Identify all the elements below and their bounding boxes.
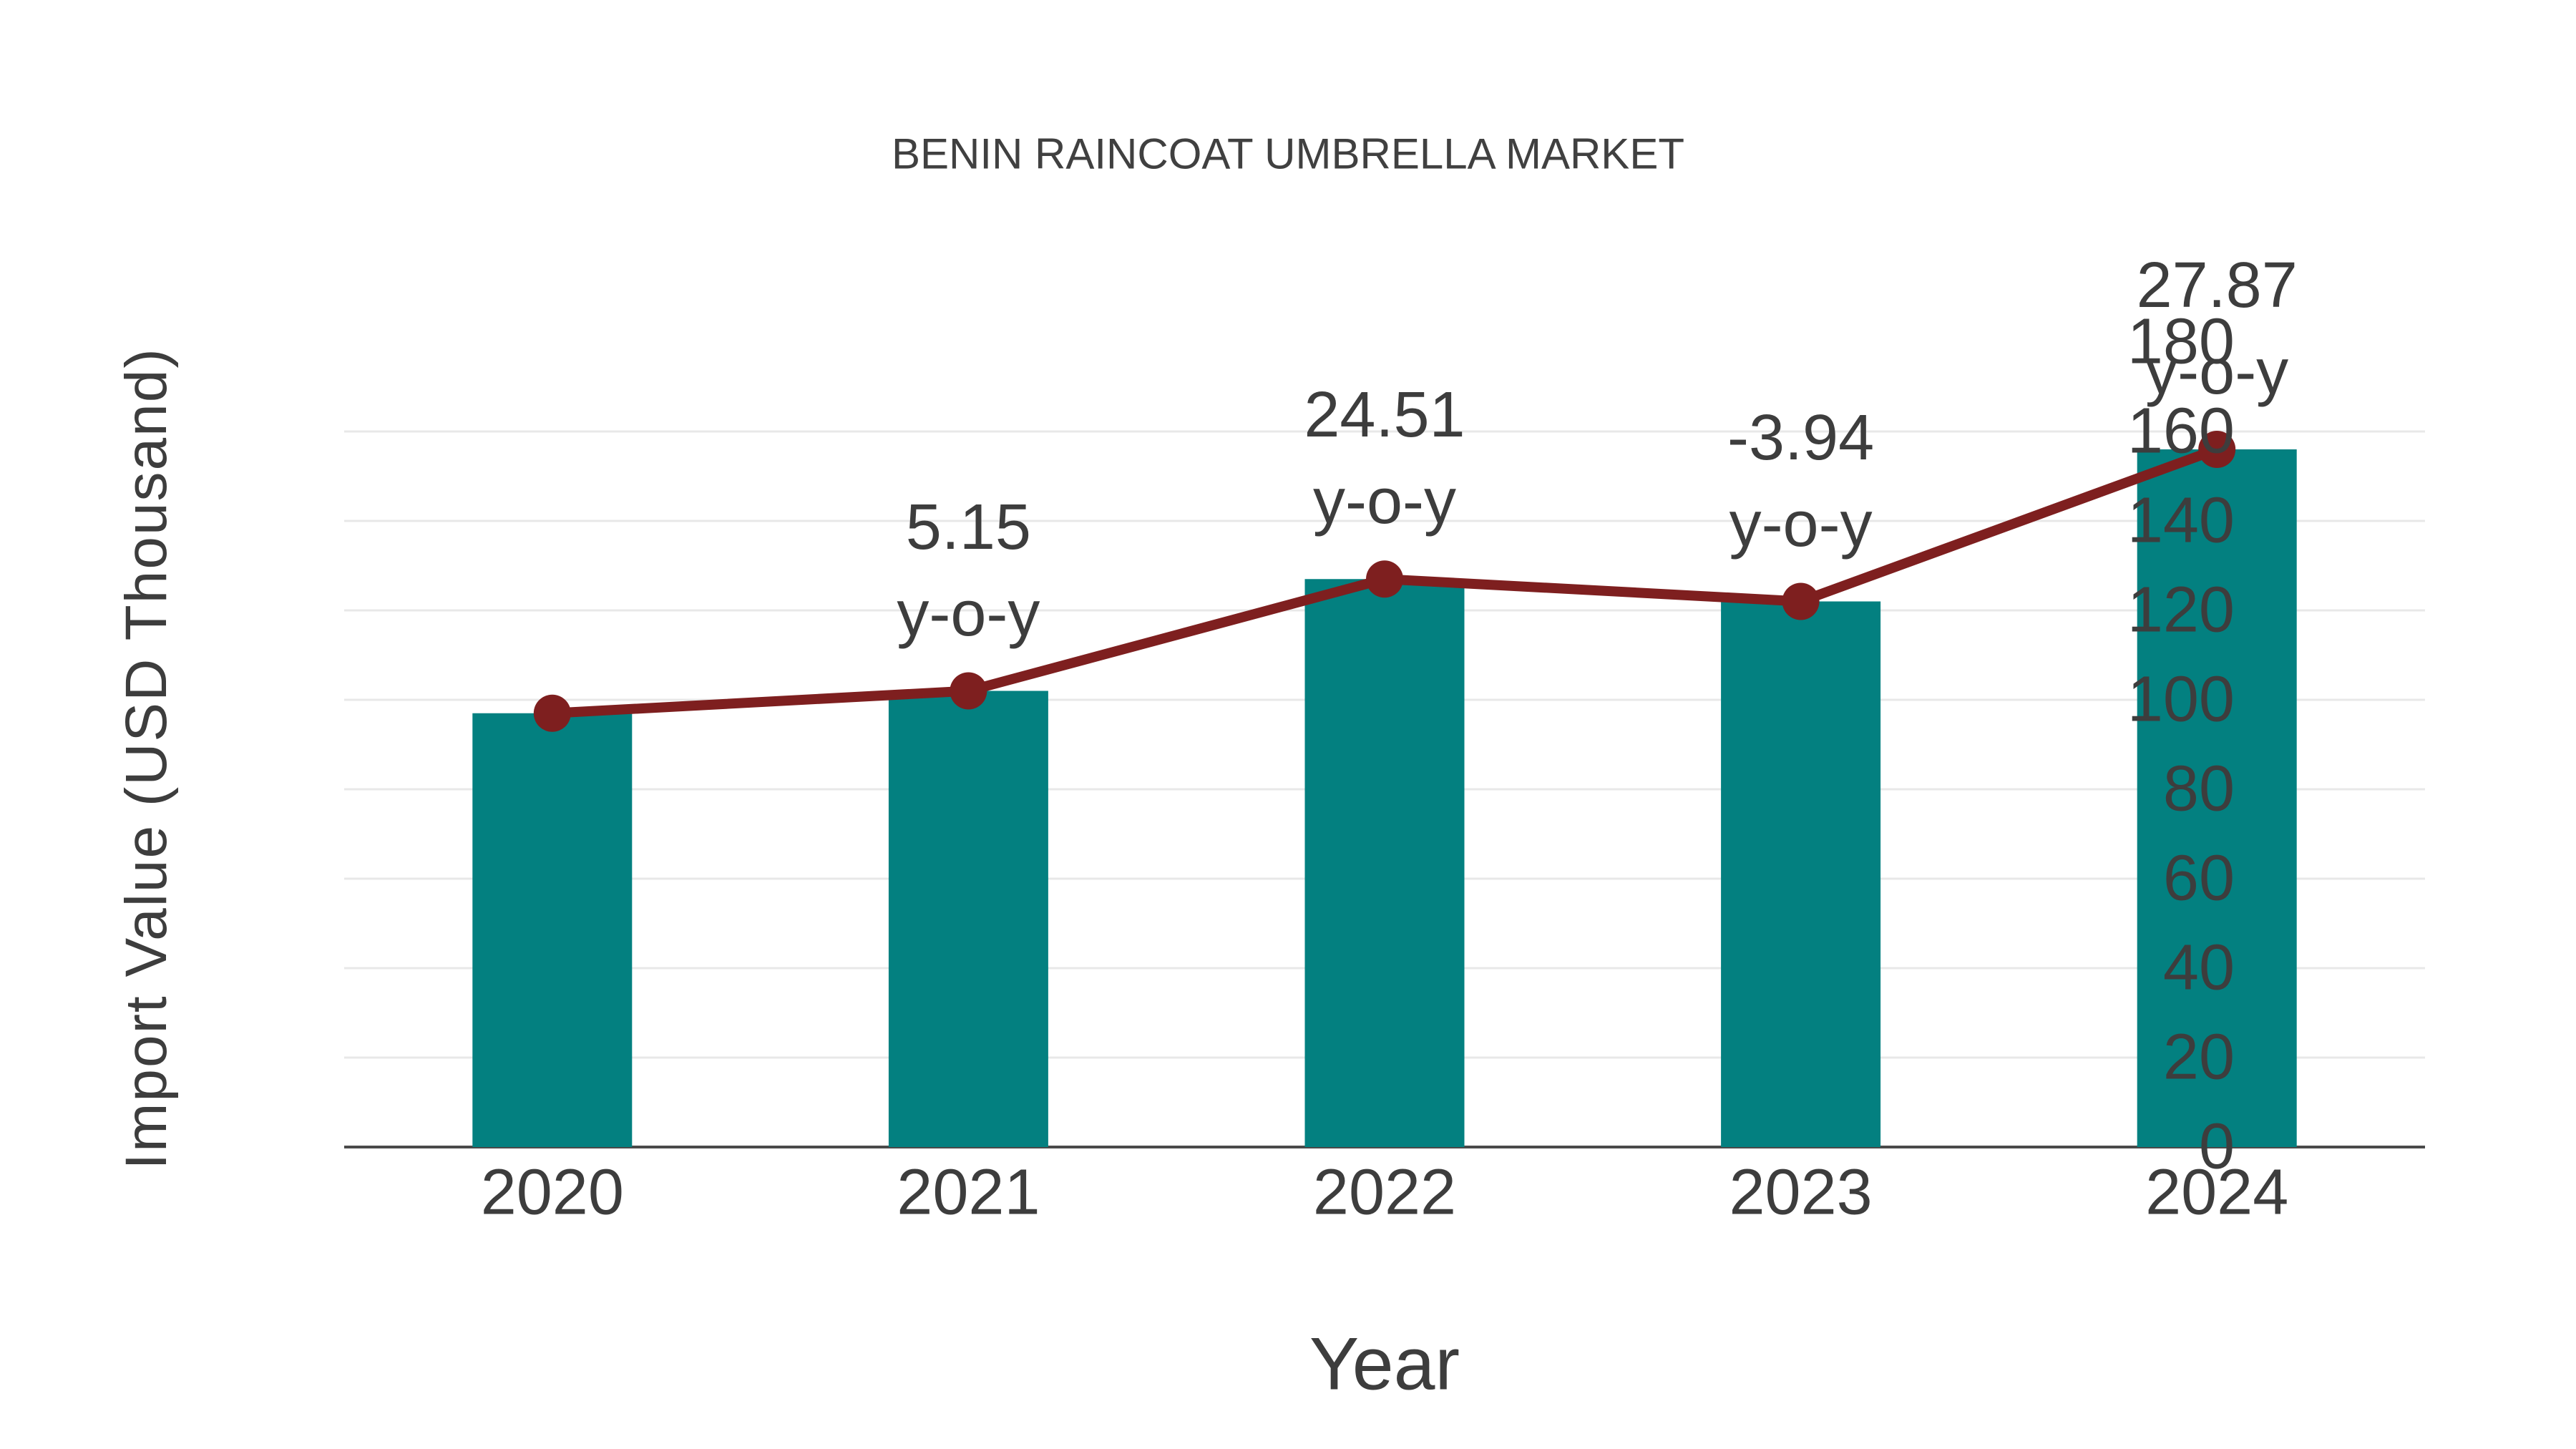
bar <box>472 713 633 1147</box>
yoy-suffix: y-o-y <box>1729 488 1873 560</box>
x-tick-label: 2020 <box>480 1156 624 1229</box>
data-point-marker <box>1366 560 1403 598</box>
x-tick-label: 2023 <box>1729 1156 1873 1229</box>
x-tick-label: 2021 <box>897 1156 1040 1229</box>
yoy-value: 5.15 <box>905 491 1031 563</box>
yoy-value: 27.87 <box>2136 250 2298 321</box>
data-point-marker <box>2198 431 2236 468</box>
yoy-annotation: 24.51 y-o-y <box>1304 372 1465 545</box>
y-tick-label: 140 <box>2127 484 2235 557</box>
y-tick-label: 0 <box>2198 1111 2235 1183</box>
data-point-marker <box>950 672 987 710</box>
y-tick-label: 180 <box>2127 306 2235 378</box>
data-point-marker <box>1782 582 1820 620</box>
y-tick-label: 60 <box>2162 842 2235 914</box>
bar <box>1304 579 1465 1147</box>
y-tick-label: 160 <box>2127 395 2235 467</box>
yoy-annotation: 5.15 y-o-y <box>897 484 1040 658</box>
yoy-value: 24.51 <box>1304 379 1465 452</box>
bar <box>1721 601 1881 1147</box>
yoy-annotation: 27.87 y-o-y <box>2137 243 2298 416</box>
yoy-value: -3.94 <box>1727 401 1875 474</box>
yoy-annotation: -3.94 y-o-y <box>1727 395 1874 568</box>
y-tick-label: 40 <box>2162 932 2235 1004</box>
bar <box>2137 449 2297 1147</box>
data-point-marker <box>533 694 571 732</box>
y-tick-label: 20 <box>2162 1021 2235 1093</box>
yoy-suffix: y-o-y <box>2145 336 2289 408</box>
y-tick-label: 120 <box>2127 574 2235 646</box>
yoy-suffix: y-o-y <box>897 577 1040 650</box>
x-tick-label: 2024 <box>2145 1156 2289 1229</box>
y-tick-label: 100 <box>2127 663 2235 736</box>
y-axis-label: Import Value (USD Thousand) <box>114 347 179 1170</box>
bar <box>888 691 1048 1147</box>
yoy-suffix: y-o-y <box>1312 466 1456 538</box>
y-tick-label: 80 <box>2162 753 2235 825</box>
x-axis-label: Year <box>1309 1322 1460 1406</box>
x-tick-label: 2022 <box>1312 1156 1457 1229</box>
chart-title: BENIN RAINCOAT UMBRELLA MARKET <box>891 130 1685 178</box>
